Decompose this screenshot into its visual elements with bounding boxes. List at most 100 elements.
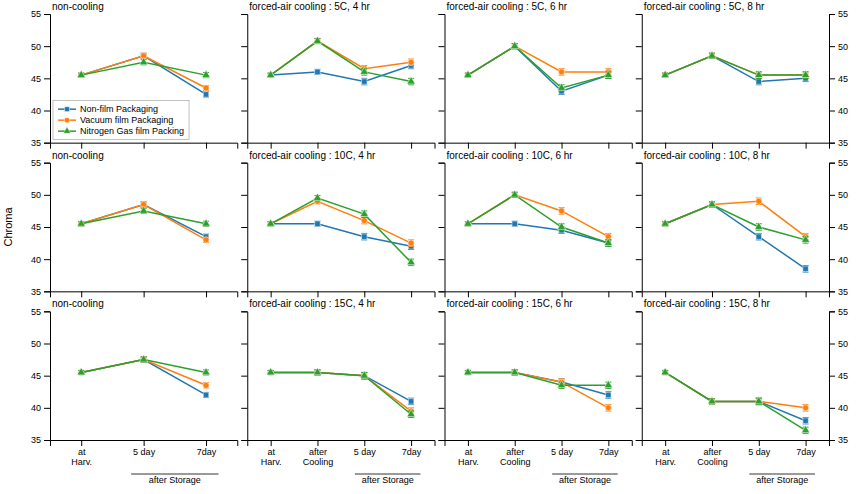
series-line [665,56,805,75]
y-tick-mark [44,440,50,441]
y-tick [636,14,642,15]
annotation: after Storage [149,475,201,485]
x-tick-label: 7day [402,447,422,457]
y-tick [439,78,445,79]
series-line [271,65,411,81]
y-tick-mark [636,259,642,260]
panel: forced-air cooling : 10C, 6 hr [439,150,633,298]
x-tick-label-line: 7day [796,447,816,457]
x-tick-mark [515,291,516,297]
x-tick: afterCooling [500,440,531,467]
y-tick-mark [636,311,642,312]
y-axis-left [636,15,643,144]
error-bar [361,217,367,223]
panel: forced-air cooling : 5C, 4 hr [241,1,435,149]
point [361,217,367,223]
point [801,235,809,242]
x-tick-mark [806,440,807,446]
x-tick [81,143,82,149]
error-bar [756,233,762,239]
y-axis-line [830,15,836,144]
point [313,368,321,375]
y-tick-mark [636,143,642,144]
series [268,221,414,249]
y-tick-mark [44,195,50,196]
point [139,57,147,64]
panel-title: forced-air cooling : 15C, 6 hr [447,298,574,309]
y-axis-line [439,163,446,292]
y-tick [241,163,247,164]
y-axis-right: 3540455055 [829,307,848,446]
y-tick-label: 35 [31,138,41,148]
y-tick-mark [241,195,247,196]
y-tick-label: 50 [31,339,41,349]
y-tick-mark [636,46,642,47]
panel-title: non-cooling [52,1,104,12]
y-axis-line [44,312,51,441]
y-axis-line [44,15,51,144]
y-tick [636,195,642,196]
x-tick-label-line: 7day [197,447,217,457]
x-axis-line [642,143,829,149]
point [661,219,669,226]
x-tick-label: afterCooling [303,447,334,467]
x-tick-label-line: 7day [599,447,619,457]
x-tick-mark [411,440,412,446]
x-tick-label: afterCooling [500,447,531,467]
y-tick [439,291,445,292]
series-line [468,372,608,385]
x-tick [806,291,807,297]
y-axis-left [636,312,643,441]
series [662,198,809,240]
point [360,209,368,216]
y-axis-right: 3540455055 [829,9,848,148]
plot-marks [661,51,810,85]
y-tick-mark [439,163,445,164]
y-tick: 55 [31,158,50,168]
x-tick-mark [271,440,272,446]
y-tick [241,227,247,228]
y-tick-mark [44,259,50,260]
x-tick-mark [712,440,713,446]
x-tick-label-line: after [309,447,327,457]
x-axis: atHarv.afterCooling5 day7day [642,440,829,467]
y-axis-left: 3540455055 [31,158,51,297]
x-tick-label-line: after [506,447,524,457]
y-tick [439,311,445,312]
y-axis-left: 3540455055 [31,307,51,446]
series-line [271,41,411,82]
x-tick-mark [411,143,412,149]
panel-title: non-cooling [52,298,104,309]
legend-swatch-marker [63,127,70,133]
y-tick-mark [241,311,247,312]
series-line [271,372,411,411]
point [77,219,85,226]
point [756,234,761,239]
x-tick-label: 7day [599,447,619,457]
y-axis-left [241,163,248,292]
plot-marks [77,53,210,97]
y-tick [241,14,247,15]
x-tick [271,143,272,149]
point [408,399,413,404]
series-line [271,198,411,262]
point [202,70,210,77]
y-tick-mark [829,195,835,196]
y-tick-label: 35 [838,435,848,445]
plot-marks [77,201,210,243]
panel: 3540455055forced-air cooling : 10C, 8 hr [636,150,848,298]
y-axis-line [636,312,643,441]
y-tick-label: 50 [31,190,41,200]
y-tick-mark [439,440,445,441]
point [708,200,716,207]
y-tick-mark [439,14,445,15]
y-tick-mark [44,291,50,292]
series [662,202,808,272]
y-axis-left [439,163,446,292]
y-axis-line [636,15,643,144]
annotation-bracket [355,474,421,475]
y-tick-mark [44,46,50,47]
y-tick [636,311,642,312]
series-line [81,56,206,88]
y-tick-label: 35 [31,287,41,297]
